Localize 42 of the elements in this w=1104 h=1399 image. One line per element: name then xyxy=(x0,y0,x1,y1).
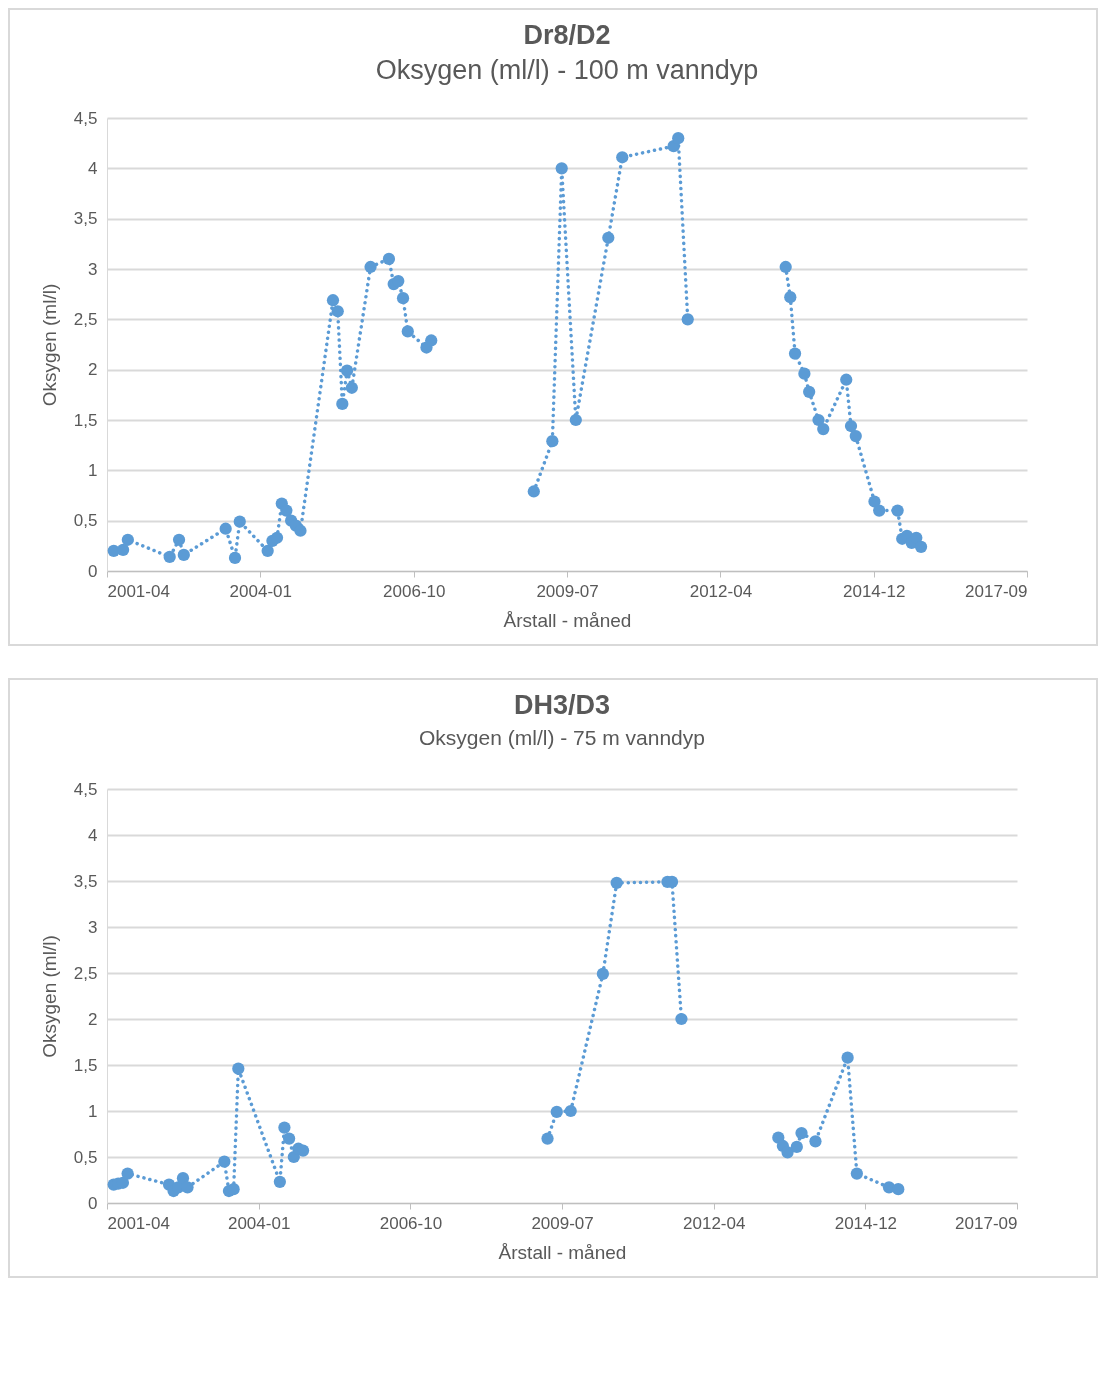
y-axis-title: Oksygen (ml/l) xyxy=(38,283,60,407)
x-tick-label: 2017-09 xyxy=(955,1213,1018,1233)
x-tick-label: 2006-10 xyxy=(383,581,446,601)
y-tick-label: 3 xyxy=(88,917,98,937)
x-tick-label: 2006-10 xyxy=(379,1213,443,1233)
y-tick-label: 3,5 xyxy=(73,209,98,229)
x-tick-label: 2001-04 xyxy=(107,1213,170,1233)
x-tick-label: 2017-09 xyxy=(965,581,1028,601)
y-tick-label: 2,5 xyxy=(73,963,98,983)
chart-subtitle: Oksygen (ml/l) - 75 m vanndyp xyxy=(419,726,705,749)
y-tick-label: 4 xyxy=(88,158,98,178)
y-tick-label: 0 xyxy=(88,1193,98,1213)
x-tick-label: 2012-04 xyxy=(683,1213,746,1233)
x-tick-label: 2009-07 xyxy=(536,581,599,601)
x-tick-label: 2001-04 xyxy=(107,581,170,601)
x-tick-label: 2004-01 xyxy=(229,581,292,601)
chart-title: Dr8/D2 xyxy=(523,20,611,50)
y-tick-label: 4,5 xyxy=(73,779,98,799)
y-tick-label: 1 xyxy=(88,1101,98,1121)
y-tick-label: 0,5 xyxy=(73,511,98,531)
y-tick-label: 0 xyxy=(88,561,98,581)
x-tick-label: 2014-12 xyxy=(834,1213,898,1233)
y-tick-label: 4 xyxy=(88,825,98,845)
chart-subtitle: Oksygen (ml/l) - 100 m vanndyp xyxy=(375,55,759,85)
x-tick-label: 2014-12 xyxy=(843,581,906,601)
y-tick-label: 2 xyxy=(88,1009,98,1029)
x-tick-label: 2009-07 xyxy=(531,1213,594,1233)
y-tick-label: 1,5 xyxy=(73,410,98,430)
y-tick-label: 3 xyxy=(88,259,98,279)
x-tick-label: 2012-04 xyxy=(689,581,753,601)
y-tick-label: 0,5 xyxy=(73,1147,98,1167)
y-tick-label: 2,5 xyxy=(73,309,98,329)
chart-title: DH3/D3 xyxy=(513,690,611,720)
y-tick-label: 1 xyxy=(88,460,98,480)
y-tick-label: 1,5 xyxy=(73,1055,98,1075)
x-axis-title: Årstall - måned xyxy=(503,609,632,631)
x-tick-label: 2004-01 xyxy=(227,1213,291,1233)
y-tick-label: 2 xyxy=(88,360,98,380)
y-tick-label: 3,5 xyxy=(73,871,98,891)
y-axis-title: Oksygen (ml/l) xyxy=(38,935,60,1058)
x-axis-title: Årstall - måned xyxy=(498,1241,627,1263)
y-tick-label: 4,5 xyxy=(73,108,98,128)
